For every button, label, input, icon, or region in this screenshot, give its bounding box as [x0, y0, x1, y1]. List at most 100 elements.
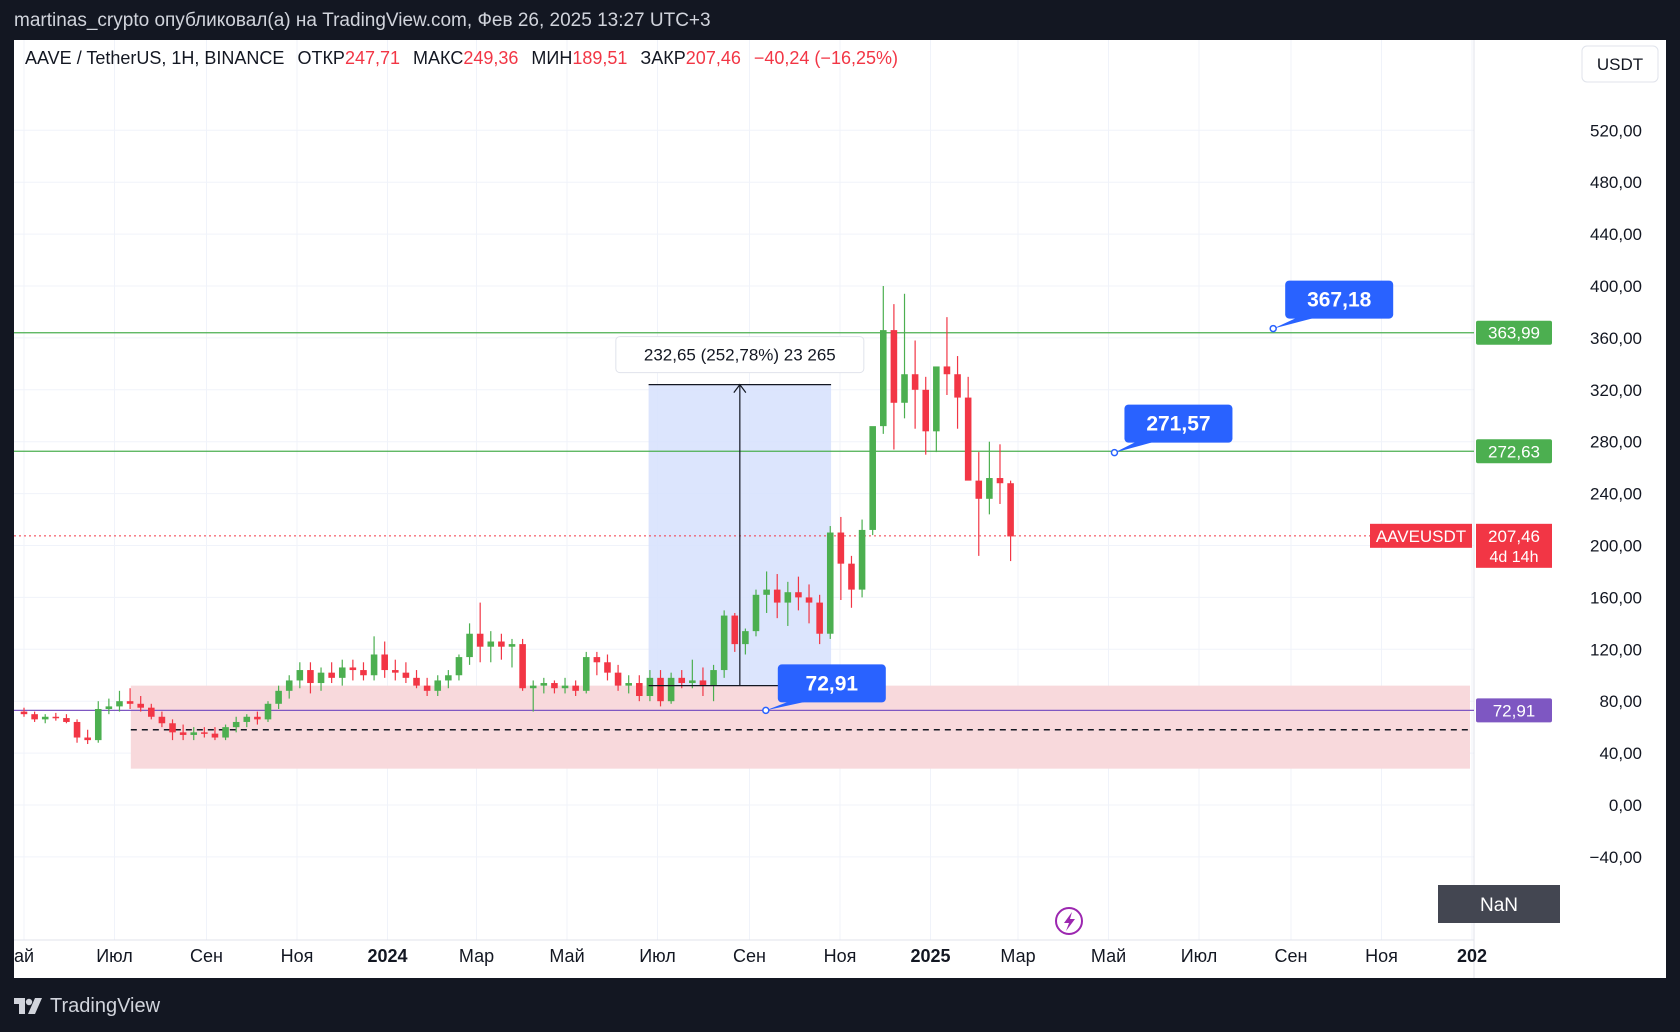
candle-body	[964, 397, 972, 481]
y-tick-label: 80,00	[1599, 692, 1642, 711]
candle-body	[593, 657, 601, 663]
y-tick-label: 200,00	[1590, 537, 1642, 556]
legend-close-label: ЗАКР	[640, 48, 685, 68]
callout-pointer	[765, 700, 812, 711]
callout-pointer	[1114, 440, 1159, 453]
candle-body	[137, 703, 144, 708]
callout-label: 271,57	[1146, 413, 1210, 436]
candle-body	[508, 644, 516, 647]
callout-pointer	[1273, 316, 1320, 329]
candle-body	[275, 690, 282, 704]
candle-body	[126, 701, 134, 704]
legend-open-value: 247,71	[345, 48, 400, 68]
y-tick-label: 280,00	[1590, 433, 1642, 452]
candle-body	[954, 374, 961, 398]
candle-body	[795, 592, 802, 598]
candle-body	[169, 723, 176, 733]
tradingview-logo[interactable]: TradingView	[14, 993, 160, 1019]
candle-body	[201, 732, 208, 734]
candle-body	[423, 685, 431, 691]
candle-body	[837, 532, 845, 564]
legend-low-value: 189,51	[572, 48, 627, 68]
y-tick-label: 440,00	[1590, 225, 1642, 244]
candle-body	[657, 677, 664, 702]
candle-body	[911, 374, 919, 390]
candle-body	[349, 667, 357, 671]
candle-body	[31, 714, 38, 720]
candle-body	[996, 478, 1004, 484]
candle-body	[519, 644, 526, 689]
candle-body	[179, 732, 187, 735]
candle-body	[784, 592, 792, 603]
candle-body	[858, 529, 866, 590]
candle-body	[402, 672, 410, 678]
x-tick-label: 202	[1457, 946, 1487, 966]
candle-body	[360, 670, 367, 676]
candle-body	[84, 737, 91, 741]
candle-body	[1007, 483, 1014, 537]
candle-body	[933, 366, 940, 432]
chart[interactable]: 232,65 (252,78%) 23 265 367,18 271,57 72,91…	[14, 40, 1666, 978]
candle-body	[158, 716, 166, 724]
candle-body	[742, 631, 749, 645]
candle-body	[445, 675, 452, 681]
callout-anchor	[762, 706, 770, 715]
y-tick-label: 320,00	[1590, 381, 1642, 400]
callout-label: 367,18	[1307, 289, 1372, 312]
chart-frame[interactable]: 232,65 (252,78%) 23 265 367,18 271,57 72,91…	[14, 40, 1666, 978]
currency-button[interactable]: USDT	[1581, 45, 1659, 83]
x-tick-label: Мар	[459, 946, 494, 966]
candle-body	[307, 670, 314, 684]
candle-body	[943, 366, 951, 375]
legend-low-label: МИН	[531, 48, 572, 68]
candle-body	[699, 680, 707, 686]
candle-body	[52, 716, 60, 719]
symbol-tag-label: AAVEUSDT	[1376, 527, 1466, 546]
candle-body	[148, 707, 155, 717]
x-tick-label: Мар	[1000, 946, 1035, 966]
candle-body	[338, 667, 346, 678]
candle-body	[805, 597, 813, 603]
candle-body	[296, 670, 304, 681]
candle-body	[285, 680, 293, 691]
legend-close-value: 207,46	[686, 48, 741, 68]
candle-body	[922, 389, 930, 432]
price-tag	[1476, 439, 1552, 464]
price-tag	[1476, 698, 1552, 723]
candle-body	[94, 708, 102, 741]
y-tick-label: 120,00	[1590, 640, 1642, 659]
legend: AAVE / TetherUS, 1H, BINANCE ОТКР247,71 …	[25, 48, 898, 68]
candle-body	[20, 711, 28, 715]
x-tick-label: Ноя	[1365, 946, 1398, 966]
callout-label: 72,91	[806, 672, 859, 695]
measure-label: 232,65 (252,78%) 23 265	[644, 346, 836, 365]
y-tick-label: 480,00	[1590, 173, 1642, 192]
y-tick-label: 240,00	[1590, 485, 1642, 504]
x-tick-label: 2024	[367, 946, 407, 966]
x-tick-label: 2025	[910, 946, 950, 966]
candle-body	[689, 680, 696, 684]
candle-body	[667, 677, 675, 702]
x-tick-label: Сен	[733, 946, 766, 966]
price-tag-label: 272,63	[1488, 442, 1540, 461]
x-tick-label: Ноя	[824, 946, 857, 966]
x-tick-label: ай	[14, 946, 34, 966]
candle-body	[720, 615, 728, 671]
candle-body	[498, 641, 505, 647]
candle-body	[116, 701, 123, 707]
nan-label: NaN	[1480, 895, 1518, 916]
candle-body	[392, 670, 399, 673]
y-tick-label: 400,00	[1590, 277, 1642, 296]
candle-body	[232, 721, 240, 728]
candle-body	[752, 594, 760, 632]
footer-brand: TradingView	[50, 994, 161, 1017]
lightning-icon[interactable]	[1055, 907, 1083, 935]
candle-body	[264, 703, 272, 720]
y-tick-label: 0,00	[1609, 796, 1642, 815]
callout-box	[1124, 404, 1233, 443]
candle-body	[540, 683, 548, 686]
y-axis: −40,00 0,00 40,00 80,00 120,00 160,00 200,00 24…	[1370, 121, 1642, 867]
y-tick-label: 160,00	[1590, 588, 1642, 607]
candle-body	[561, 685, 569, 689]
candle-body	[986, 478, 993, 499]
